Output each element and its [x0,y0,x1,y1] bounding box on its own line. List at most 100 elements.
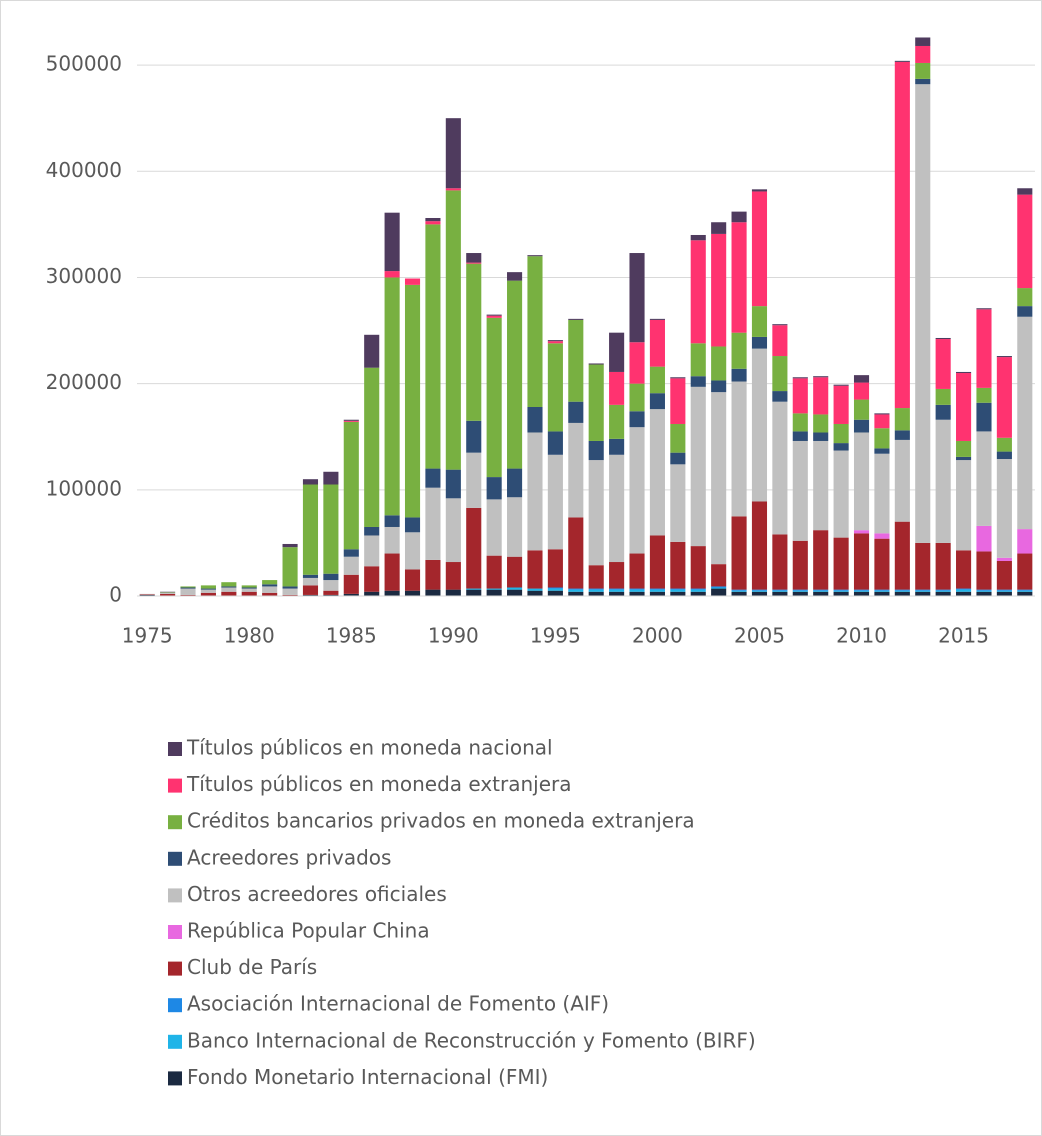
bar-segment [180,594,196,596]
bar-segment [996,459,1012,558]
bar-segment [588,363,604,365]
bar-segment [629,589,645,592]
bar-segment [486,499,502,556]
bar-segment [568,422,584,518]
bar-segment [445,188,461,191]
bar-segment [384,515,400,527]
bar-segment [445,562,461,590]
bar-segment [915,589,931,591]
bar-segment [833,589,849,591]
bar-segment [792,540,808,590]
bar-segment [364,566,380,592]
bar-segment [609,332,625,372]
bar-segment [853,399,870,420]
x-tick-label: 2015 [938,624,989,648]
bar-segment [690,589,706,592]
bar-segment [956,550,972,589]
bar-segment [874,453,890,534]
bar-segment [792,377,808,379]
bar-segment [241,588,257,592]
bar-segment [527,256,543,407]
bar-segment [853,530,870,534]
bar-segment [792,589,808,591]
bar-segment [792,378,808,414]
bar-segment [935,589,951,591]
bar-segment [833,385,849,424]
bar-segment [813,414,829,433]
bar-segment [1017,316,1033,530]
bar-segment [976,431,992,526]
bar-segment [241,587,257,589]
x-tick-label: 1980 [224,624,275,648]
bar-segment [425,589,441,596]
bar-segment [507,589,523,596]
bar-segment [649,409,665,536]
bar-segment [670,541,686,589]
legend-label: Acreedores privados [187,845,391,869]
bar-segment [731,368,747,382]
legend-swatch [168,888,182,903]
bar-segment [935,337,951,340]
bar-segment [996,591,1012,596]
bar-segment [853,591,870,596]
legend-label: Otros acreedores oficiales [187,882,447,906]
bar-segment [302,484,319,575]
bar-segment [751,191,768,307]
bar-segment [772,325,788,357]
bar-segment [711,346,727,381]
legend-label: Asociación Internacional de Fomento (AIF… [187,992,609,1016]
bar-segment [282,586,298,589]
bar-segment [486,555,502,589]
bar-segment [547,341,563,344]
bar-segment [670,378,686,424]
bar-segment [792,590,808,592]
bar-segment [425,487,441,560]
bar-segment [507,272,523,281]
bar-segment [180,587,196,589]
bar-segment [894,521,910,590]
bar-segment [466,452,482,508]
bar-segment [915,591,931,596]
bar-segment [935,419,951,543]
bar-segment [629,553,645,589]
bar-segment [935,388,951,405]
bar-segment [200,588,216,590]
bar-segment [894,439,910,522]
bar-segment [323,484,339,574]
legend-label: Títulos públicos en moneda extranjera [186,772,572,796]
bar-segment [1017,194,1033,289]
bar-segment [221,586,237,588]
bar-segment [384,271,400,278]
bar-segment [853,382,870,400]
bar-segment [915,37,931,46]
bar-segment [670,464,686,542]
bar-segment [1017,591,1033,596]
bar-segment [874,590,890,592]
bar-segment [670,423,686,453]
bar-segment [404,532,421,570]
y-tick-label: 300000 [46,264,122,288]
bar-segment [139,594,155,596]
bar-segment [343,419,359,421]
bar-segment [323,590,339,595]
bar-segment [670,377,686,379]
bar-segment [547,590,563,596]
bar-segment [1017,188,1033,195]
bar-segment [200,592,216,596]
bar-segment [323,471,339,485]
bar-segment [404,278,421,285]
bar-segment [751,590,768,592]
bar-segment [262,584,278,587]
bar-segment [711,587,727,589]
bar-segment [343,574,359,594]
bar-segment [588,591,604,596]
bar-segment [751,189,768,192]
bar-segment [609,562,625,589]
bar-segment [262,586,278,593]
bar-segment [507,468,523,498]
bar-segment [507,497,523,557]
bar-segment [976,590,992,592]
bar-segment [956,456,972,461]
bar-segment [935,339,951,389]
